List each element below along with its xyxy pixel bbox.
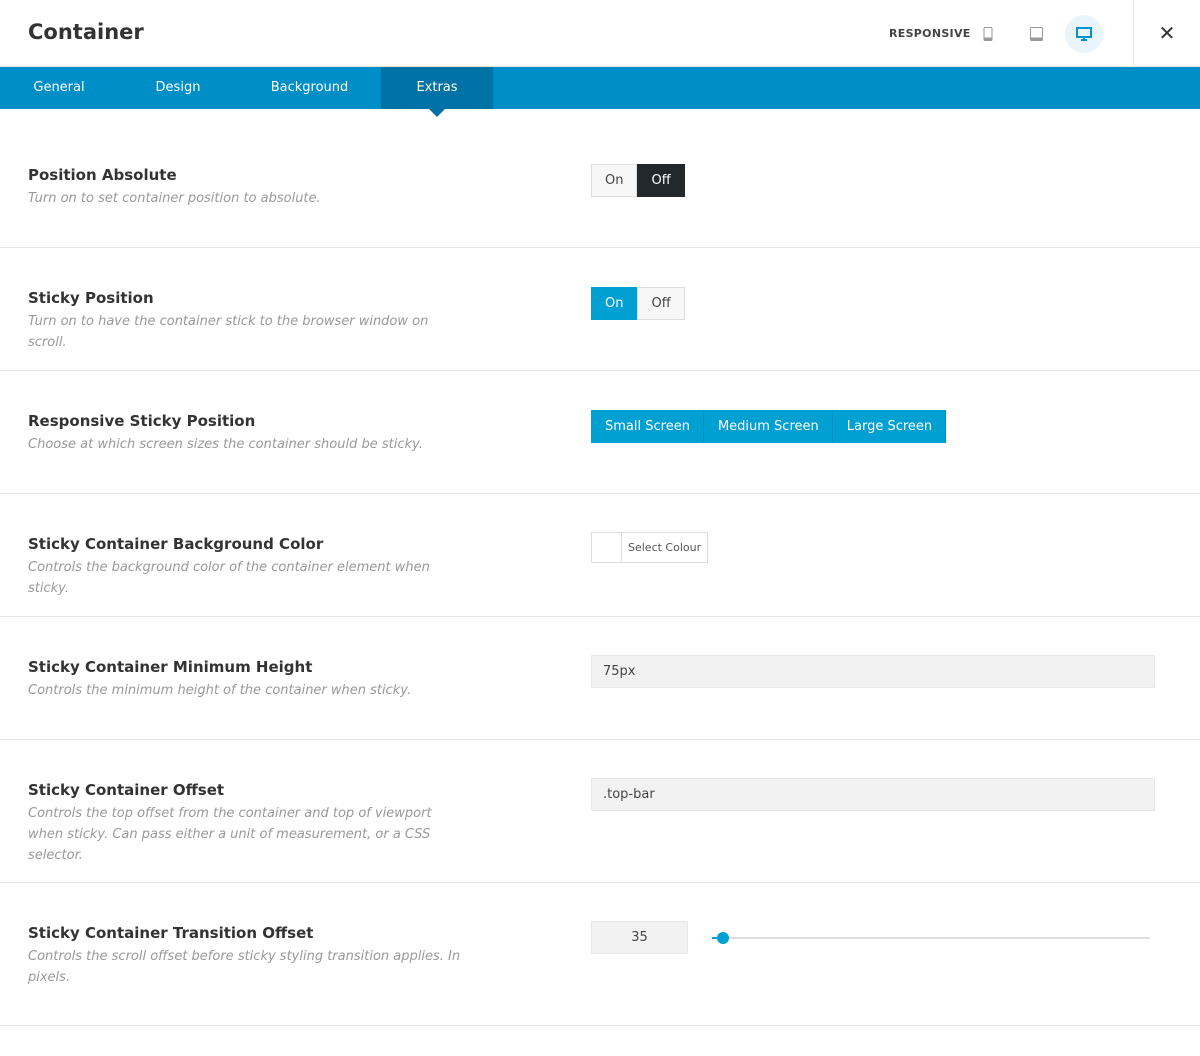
min-height-input[interactable]: 75px bbox=[591, 655, 1155, 688]
setting-label: Position Absolute bbox=[28, 166, 177, 184]
color-swatch[interactable] bbox=[592, 533, 622, 562]
setting-position-absolute: Position Absolute Turn on to set contain… bbox=[0, 109, 1200, 248]
header-divider bbox=[1133, 0, 1134, 67]
screen-size-selector: Small Screen Medium Screen Large Screen bbox=[591, 410, 947, 443]
setting-description: Turn on to have the container stick to t… bbox=[28, 314, 429, 350]
setting-sticky-position: Sticky Position Turn on to have the cont… bbox=[0, 248, 1200, 371]
setting-description: Choose at which screen sizes the contain… bbox=[28, 437, 423, 452]
toggle-on-button[interactable]: On bbox=[591, 287, 638, 320]
panel-title: Container bbox=[28, 20, 144, 44]
mobile-icon bbox=[983, 27, 993, 41]
tablet-icon bbox=[1029, 27, 1043, 41]
tab-general[interactable]: General bbox=[33, 80, 85, 95]
slider-handle[interactable] bbox=[716, 932, 729, 944]
color-picker-button[interactable]: Select Colour bbox=[591, 532, 709, 563]
desktop-preview-button[interactable] bbox=[1065, 15, 1103, 53]
setting-sticky-min-height: Sticky Container Minimum Height Controls… bbox=[0, 617, 1200, 740]
offset-input[interactable]: .top-bar bbox=[591, 778, 1155, 811]
transition-offset-input[interactable]: 35 bbox=[591, 921, 688, 954]
desktop-icon bbox=[1076, 27, 1092, 41]
close-button[interactable]: ✕ bbox=[1152, 18, 1182, 48]
setting-sticky-offset: Sticky Container Offset Controls the top… bbox=[0, 740, 1200, 883]
responsive-label: RESPONSIVE bbox=[889, 27, 971, 40]
sticky-position-toggle: On Off bbox=[591, 287, 685, 320]
tablet-preview-button[interactable] bbox=[1017, 15, 1055, 53]
setting-label: Sticky Container Offset bbox=[28, 781, 225, 799]
mobile-preview-button[interactable] bbox=[969, 15, 1007, 53]
setting-transition-offset: Sticky Container Transition Offset Contr… bbox=[0, 883, 1200, 1026]
tab-design[interactable]: Design bbox=[155, 80, 201, 95]
setting-sticky-bg-color: Sticky Container Background Color Contro… bbox=[0, 494, 1200, 617]
setting-responsive-sticky: Responsive Sticky Position Choose at whi… bbox=[0, 371, 1200, 494]
setting-label: Sticky Position bbox=[28, 289, 154, 307]
position-absolute-toggle: On Off bbox=[591, 164, 685, 197]
select-colour-label: Select Colour bbox=[628, 541, 702, 554]
transition-offset-slider[interactable] bbox=[712, 932, 1150, 944]
setting-label: Sticky Container Minimum Height bbox=[28, 658, 313, 676]
setting-label: Sticky Container Background Color bbox=[28, 535, 324, 553]
small-screen-button[interactable]: Small Screen bbox=[591, 410, 704, 443]
setting-label: Sticky Container Transition Offset bbox=[28, 924, 314, 942]
tab-background[interactable]: Background bbox=[270, 80, 349, 95]
setting-description: Controls the minimum height of the conta… bbox=[28, 683, 412, 698]
panel-header: Container RESPONSIVE ✕ bbox=[0, 0, 1200, 67]
toggle-off-button[interactable]: Off bbox=[637, 287, 685, 320]
setting-description: Controls the background color of the con… bbox=[28, 560, 430, 596]
toggle-on-button[interactable]: On bbox=[591, 164, 638, 197]
toggle-off-button[interactable]: Off bbox=[637, 164, 685, 197]
setting-description: Turn on to set container position to abs… bbox=[28, 191, 321, 206]
medium-screen-button[interactable]: Medium Screen bbox=[703, 410, 833, 443]
transition-offset-control: 35 bbox=[591, 921, 1161, 955]
large-screen-button[interactable]: Large Screen bbox=[832, 410, 947, 443]
setting-label: Responsive Sticky Position bbox=[28, 412, 256, 430]
setting-description: Controls the scroll offset before sticky… bbox=[28, 949, 461, 985]
tab-extras[interactable]: Extras bbox=[381, 67, 493, 117]
setting-description: Controls the top offset from the contain… bbox=[28, 806, 432, 863]
tab-bar: General Design Background Extras bbox=[0, 67, 1200, 117]
close-icon: ✕ bbox=[1158, 21, 1176, 45]
